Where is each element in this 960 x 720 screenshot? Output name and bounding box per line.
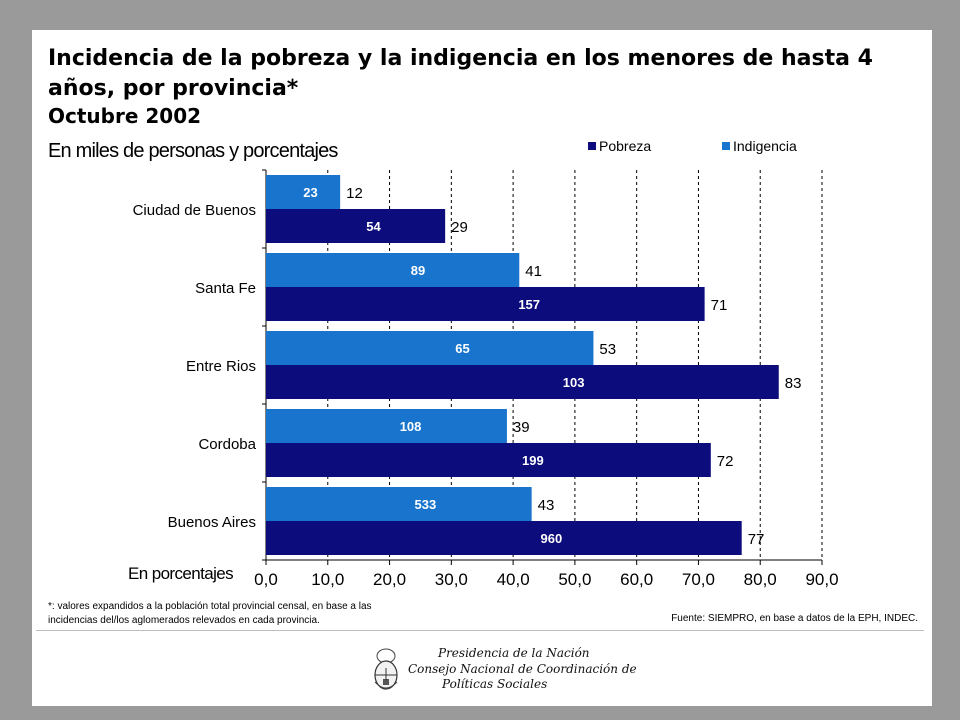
category-label: Santa Fe <box>195 280 256 297</box>
institution-signature: Presidencia de la Nación Consejo Naciona… <box>408 646 637 693</box>
chart-subtitle: Octubre 2002 <box>48 104 202 128</box>
bar-indigencia <box>266 175 341 209</box>
category-label: Buenos Aires <box>168 514 256 531</box>
legend-label: Indigencia <box>733 138 797 154</box>
chart-title: Incidencia de la pobreza y la indigencia… <box>48 46 873 101</box>
source-note: Fuente: SIEMPRO, en base a datos de la E… <box>671 613 918 624</box>
bar-value-label: 53 <box>599 341 616 358</box>
bar-data-label: 54 <box>366 219 381 234</box>
bar-value-label: 41 <box>525 263 542 280</box>
bar-data-label: 199 <box>522 453 544 468</box>
footer-divider <box>36 630 924 631</box>
bar-indigencia <box>266 409 507 443</box>
legend-swatch <box>588 142 596 150</box>
x-tick-label: 10,0 <box>311 570 344 589</box>
bar-data-label: 23 <box>303 185 317 200</box>
national-seal-icon <box>374 648 398 690</box>
percent-axis-label: En porcentajes <box>128 564 234 583</box>
bar-value-label: 43 <box>538 497 555 514</box>
bar-value-label: 83 <box>785 375 802 392</box>
institution-line-1: Presidencia de la Nación <box>438 646 590 660</box>
bar-pobreza <box>266 365 779 399</box>
bar-indigencia <box>266 253 520 287</box>
bar-indigencia <box>266 331 594 365</box>
bar-pobreza <box>266 443 711 477</box>
category-label: Ciudad de Buenos <box>133 202 256 219</box>
category-label: Cordoba <box>198 436 256 453</box>
x-tick-label: 50,0 <box>558 570 591 589</box>
bar-data-label: 533 <box>415 497 437 512</box>
bar-data-label: 960 <box>541 531 563 546</box>
bar-data-label: 65 <box>455 341 469 356</box>
institution-line-3: Políticas Sociales <box>442 677 548 691</box>
bar-indigencia <box>266 487 532 521</box>
institution-line-2: Consejo Nacional de Coordinación de <box>408 661 637 676</box>
bar-data-label: 108 <box>400 419 422 434</box>
legend-label: Pobreza <box>599 138 651 154</box>
footnote: *: valores expandidos a la población tot… <box>48 601 372 626</box>
units-label: En miles de personas y porcentajes <box>48 140 338 162</box>
bar-value-label: 12 <box>346 185 363 202</box>
x-tick-label: 20,0 <box>373 570 406 589</box>
category-label: Entre Rios <box>186 358 256 375</box>
bar-value-label: 39 <box>513 419 530 436</box>
bar-data-label: 89 <box>411 263 425 278</box>
bar-data-label: 157 <box>518 297 540 312</box>
x-tick-label: 60,0 <box>620 570 653 589</box>
x-tick-label: 30,0 <box>435 570 468 589</box>
bar-value-label: 77 <box>748 531 765 548</box>
bar-value-label: 72 <box>717 453 734 470</box>
bar-value-label: 71 <box>711 297 728 314</box>
legend-swatch <box>722 142 730 150</box>
x-tick-label: 90,0 <box>805 570 838 589</box>
x-tick-label: 70,0 <box>682 570 715 589</box>
x-tick-label: 80,0 <box>744 570 777 589</box>
bar-data-label: 103 <box>563 375 585 390</box>
bar-pobreza <box>266 521 742 555</box>
x-tick-label: 40,0 <box>497 570 530 589</box>
x-tick-label: 0,0 <box>254 570 278 589</box>
bar-pobreza <box>266 209 446 243</box>
bar-pobreza <box>266 287 705 321</box>
bar-value-label: 29 <box>451 219 468 236</box>
